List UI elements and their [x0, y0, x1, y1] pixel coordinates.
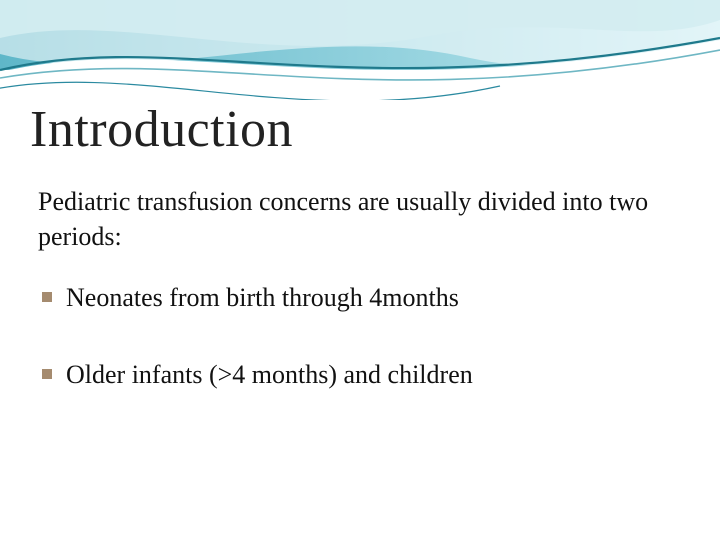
wave-stroke-2 [0, 82, 500, 100]
wave-gradient-fill [0, 0, 720, 70]
intro-paragraph: Pediatric transfusion concerns are usual… [38, 184, 680, 254]
slide-title: Introduction [30, 100, 293, 159]
bullet-item: Older infants (>4 months) and children [38, 357, 680, 392]
header-wave-decoration [0, 0, 720, 100]
bullet-text: Older infants (>4 months) and children [66, 360, 473, 389]
wave-main-swoosh [0, 40, 720, 100]
wave-fill-0 [0, 0, 720, 46]
bullet-item: Neonates from birth through 4months [38, 280, 680, 315]
bullet-list: Neonates from birth through 4months Olde… [38, 280, 680, 434]
wave-stroke-0 [0, 38, 720, 70]
slide: Introduction Pediatric transfusion conce… [0, 0, 720, 540]
wave-fill-1 [0, 0, 720, 66]
bullet-text: Neonates from birth through 4months [66, 283, 459, 312]
wave-stroke-1 [0, 50, 720, 80]
